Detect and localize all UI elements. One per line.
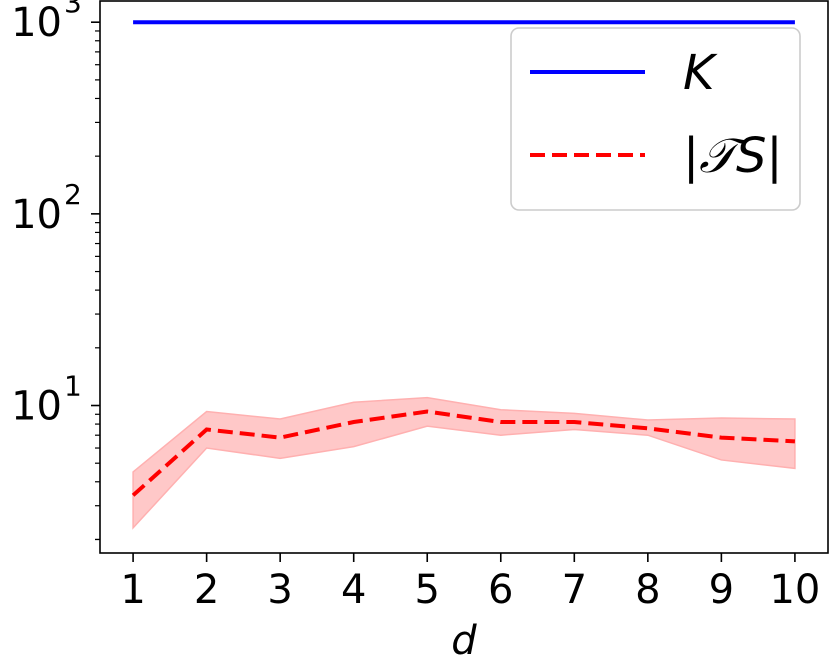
legend-label-ts: |𝒯S|: [683, 128, 783, 184]
y-tick-label: 10: [11, 192, 62, 238]
axes-frame: [99, 0, 829, 554]
y-tick-exponent: 1: [64, 370, 82, 403]
y-tick-exponent: 3: [64, 0, 82, 19]
legend: K |𝒯S|: [510, 27, 801, 211]
legend-label-k: K: [683, 45, 718, 101]
x-tick-label: 2: [194, 567, 219, 613]
x-tick-label: 8: [635, 567, 660, 613]
x-tick-label: 5: [415, 567, 440, 613]
confidence-band-1: [132, 396, 796, 530]
x-tick-label: 3: [267, 567, 292, 613]
x-tick-label: 4: [341, 567, 366, 613]
y-tick-exponent: 2: [64, 178, 82, 211]
x-tick-label: 9: [709, 567, 734, 613]
x-axis-label: d: [451, 618, 477, 664]
x-tick-label: 1: [120, 567, 145, 613]
y-tick-label: 10: [11, 384, 62, 430]
series-line-1: [131, 409, 796, 497]
y-tick-label: 10: [11, 0, 62, 46]
x-tick-label: 7: [562, 567, 587, 613]
x-tick-label: 6: [488, 567, 513, 613]
x-tick-label: 10: [769, 567, 820, 613]
plot-area: [131, 20, 796, 530]
